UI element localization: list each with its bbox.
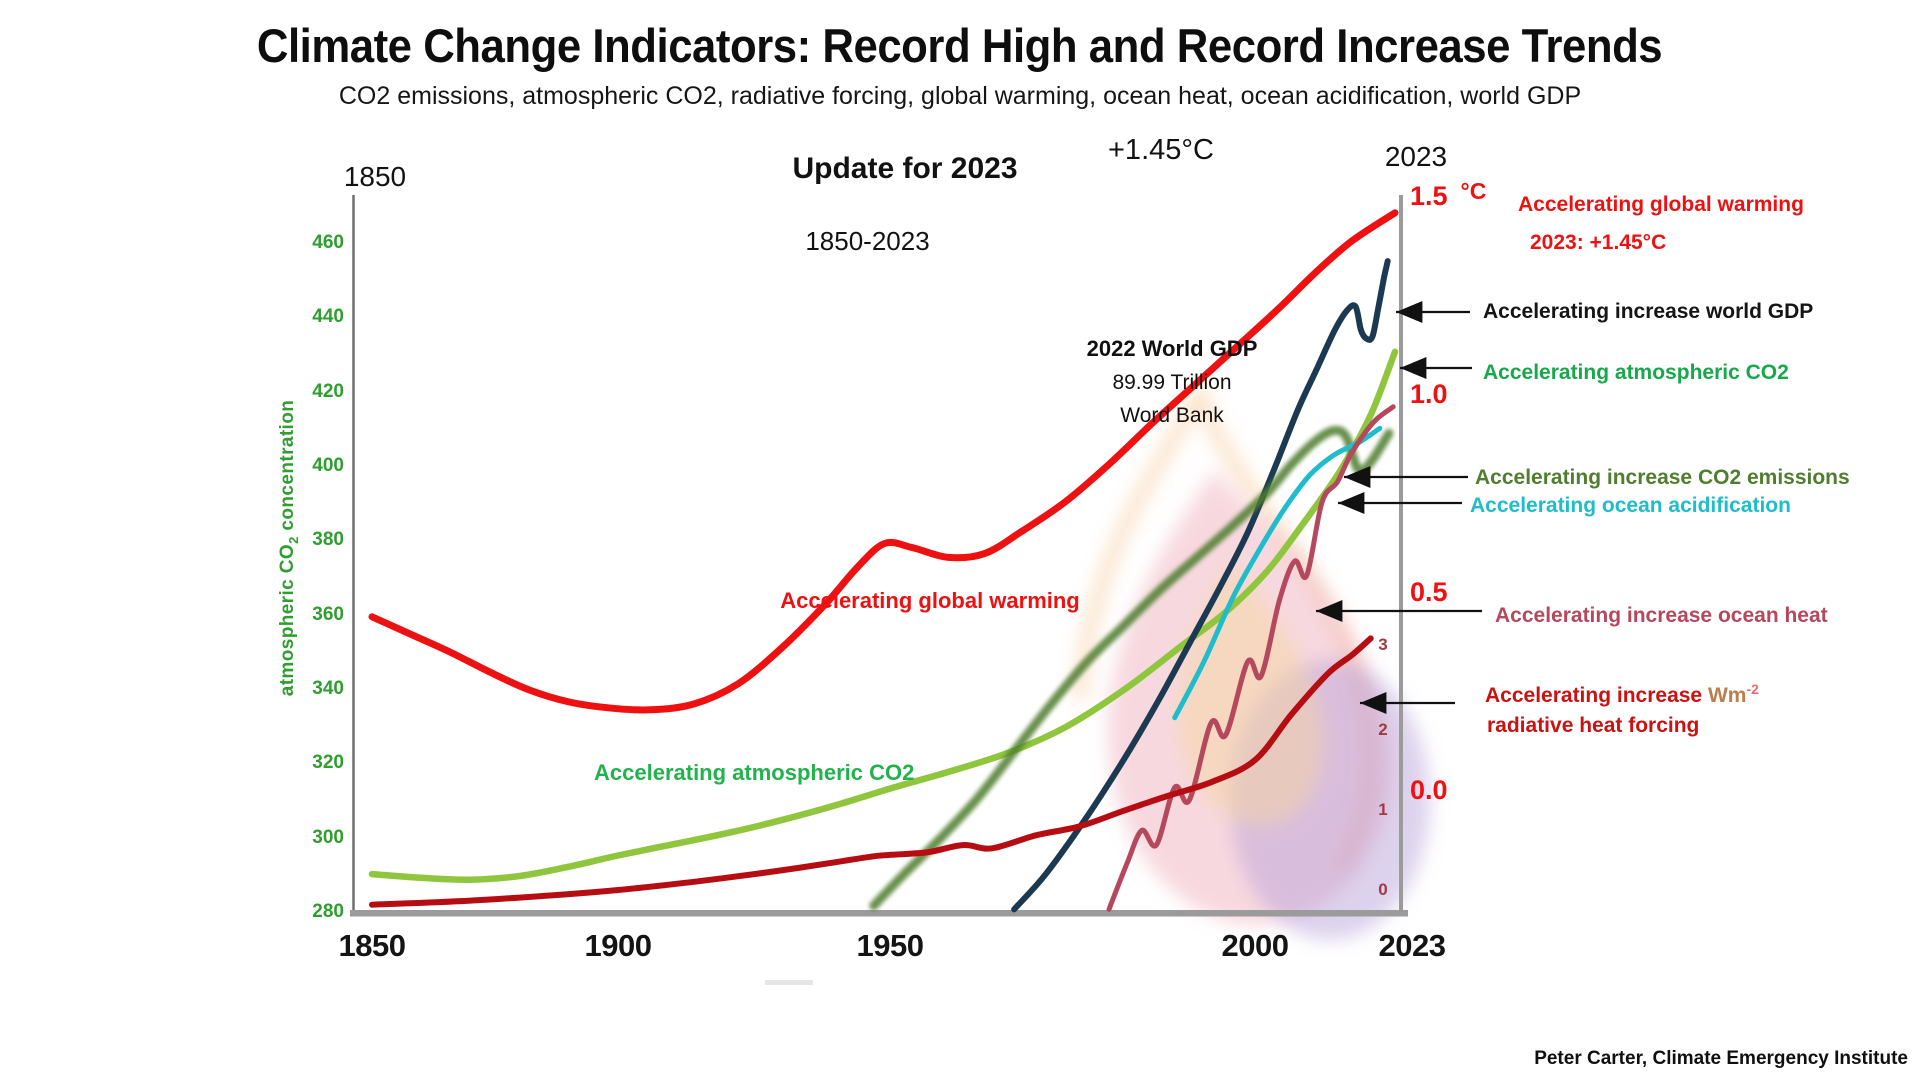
annotation-ocean-heat: Accelerating increase ocean heat (1495, 604, 1828, 627)
forcing-unit-text: Wm (1707, 684, 1747, 707)
forcing-prefix-text: Accelerating increase (1485, 684, 1708, 707)
temp-axis-tick-1.0: 1.0 (1410, 379, 1448, 409)
annotation-arrows (1316, 301, 1482, 714)
forcing-axis-tick-1: 1 (1378, 800, 1388, 819)
temp-axis-tick-0.5: 0.5 (1410, 577, 1448, 607)
left-axis-tick-280: 280 (312, 901, 344, 923)
date-range-label: 1850-2023 (805, 226, 930, 256)
forcing-axis-tick-0: 0 (1378, 880, 1388, 899)
update-label: Update for 2023 (792, 152, 1018, 185)
inchart-atmospheric-co2-label: Accelerating atmospheric CO2 (594, 760, 915, 785)
annotation-radiative-forcing-line1: Accelerating increase Wm-2 (1485, 681, 1759, 708)
left-axis-tick-420: 420 (312, 380, 344, 402)
left-axis-tick-320: 320 (312, 752, 344, 774)
left-axis-tick-460: 460 (312, 232, 344, 253)
annotation-global-warming-value: 2023: +1.45°C (1530, 231, 1667, 254)
x-axis-tick-2000: 2000 (1221, 928, 1289, 963)
annotation-co2-emissions: Accelerating increase CO2 emissions (1475, 466, 1850, 489)
inchart-global-warming-label: Accelerating global warming (780, 588, 1080, 613)
series-global-warming-line (368, 209, 1399, 714)
annotation-global-warming: Accelerating global warming (1518, 193, 1804, 216)
series-group (368, 209, 1399, 913)
left-axis-tick-300: 300 (312, 826, 344, 848)
series-ocean-heat-line (1106, 404, 1396, 912)
top-right-year-label: 2023 (1384, 141, 1448, 172)
series-world-gdp-line (1011, 258, 1391, 913)
x-axis-line (350, 910, 1408, 917)
x-axis-tick-1850: 1850 (338, 928, 406, 963)
gdp-callout-source: Word Bank (1120, 404, 1224, 427)
series-ocean-acidification-line (1172, 425, 1383, 721)
forcing-axis-tick-2: 2 (1378, 720, 1388, 739)
annotation-ocean-acidification: Accelerating ocean acidification (1470, 494, 1791, 517)
series-radiative-forcing-line (369, 635, 1374, 908)
temp-axis-tick-1.5: 1.5 °C (1410, 178, 1487, 211)
left-axis-tick-440: 440 (312, 306, 344, 328)
gdp-callout-value: 89.99 Trillion (1112, 371, 1232, 394)
left-axis-tick-400: 400 (312, 455, 344, 477)
gdp-callout: 2022 World GDP 89.99 Trillion Word Bank (1062, 336, 1282, 428)
faded-watermark-smudge (765, 980, 813, 985)
credit-line: Peter Carter, Climate Emergency Institut… (1534, 1048, 1908, 1069)
flame-core (1177, 560, 1324, 826)
top-left-year-label: 1850 (343, 161, 407, 192)
gdp-callout-title: 2022 World GDP (1086, 336, 1258, 361)
page-title-text: Climate Change Indicators: Record High a… (257, 19, 1663, 72)
x-axis-tick-1900: 1900 (584, 928, 652, 963)
page-title: Climate Change Indicators: Record High a… (0, 18, 1920, 73)
series-atmospheric-co2-line (368, 348, 1399, 883)
x-axis-tick-1950: 1950 (856, 928, 924, 963)
left-axis-tick-340: 340 (312, 678, 344, 700)
page-subtitle: CO2 emissions, atmospheric CO2, radiativ… (338, 82, 1582, 110)
annotation-atmospheric-co2: Accelerating atmospheric CO2 (1483, 361, 1789, 384)
annotation-world-gdp: Accelerating increase world GDP (1483, 300, 1814, 323)
temp-axis-unit: °C (1460, 178, 1487, 204)
annotation-radiative-forcing-line2: radiative heat forcing (1487, 714, 1700, 737)
series-co2-emissions-line (869, 425, 1394, 911)
left-axis-tick-380: 380 (312, 529, 344, 551)
forcing-axis-tick-3: 3 (1378, 635, 1388, 654)
temp-axis-tick-0.0: 0.0 (1410, 775, 1448, 805)
left-axis-tick-360: 360 (312, 603, 344, 625)
forcing-unit-exponent: -2 (1746, 681, 1759, 697)
anomaly-label: +1.45°C (1108, 134, 1214, 166)
x-axis-tick-2023: 2023 (1378, 928, 1446, 963)
